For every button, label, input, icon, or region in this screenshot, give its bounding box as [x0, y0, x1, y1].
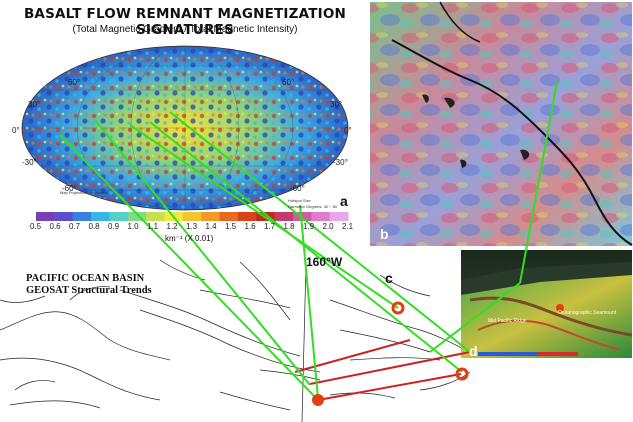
harmonic-degrees-note: Harmonic Degrees: 30 ~ 80 — [288, 204, 338, 209]
colorbar-tick-labels: 0.5 0.6 0.7 0.8 0.9 1.0 1.1 1.2 1.3 1.4 1.5 1.6 1.7 1… — [30, 222, 354, 232]
colorbar-swatch — [311, 212, 331, 221]
basin-title-line2: GEOSAT Structural Trends — [26, 285, 152, 296]
colorbar-tick-label: 2.1 — [342, 222, 354, 231]
colorbar-swatch — [237, 212, 257, 221]
colorbar-swatch — [72, 212, 92, 221]
colorbar-tick-label: 1.4 — [205, 222, 217, 231]
hotspot-label: Hotspot Size — [288, 198, 311, 203]
colorbar-unit: km⁻¹ (X 0.01) — [165, 234, 214, 243]
colorbar-tick-label: 1.5 — [225, 222, 237, 231]
colorbar-tick-label: 1.1 — [147, 222, 159, 231]
colorbar-tick-label: 0.6 — [49, 222, 61, 231]
figure-title: BASALT FLOW REMNANT MAGNETIZATION SIGNAT… — [23, 6, 347, 38]
panel-d-letter: d — [469, 343, 478, 359]
colorbar-swatch — [329, 212, 349, 221]
lat-label-0-right: 0° — [344, 126, 352, 135]
panel-b-letter: b — [380, 226, 389, 242]
panel-a-letter: a — [340, 193, 348, 209]
colorbar-tick-label: 1.3 — [186, 222, 198, 231]
panel-d-seamount-label: Oceanographic Seamount — [558, 310, 617, 316]
panel-d-ridge-label: Mid Pacific Ridge — [488, 318, 527, 324]
lat-label-0: 0° — [12, 126, 20, 135]
panel-c-drawing — [0, 259, 471, 422]
lat-label-30: 30° — [28, 100, 41, 109]
colorbar-swatch — [54, 212, 74, 221]
basin-title: PACIFIC OCEAN BASIN GEOSAT Structural Tr… — [26, 273, 152, 297]
colorbar-swatch — [292, 212, 312, 221]
colorbar-tick-label: 0.5 — [30, 222, 42, 231]
lat-label-minus30: -30° — [22, 158, 37, 167]
colorbar-swatch — [146, 212, 165, 221]
meridian-label: 160°W — [306, 255, 343, 269]
colorbar-swatch — [127, 212, 147, 221]
figure-subtitle: (Total Magnetic Gradient / Total Magneti… — [72, 24, 298, 35]
colorbar-swatch — [219, 212, 239, 221]
colorbar-swatch — [91, 212, 110, 221]
colorbar-tick-label: 0.9 — [108, 222, 120, 231]
ridge-lines — [294, 339, 471, 401]
colorbar-tick-label: 0.8 — [88, 222, 100, 231]
colorbar-tick-label: 1.7 — [264, 222, 276, 231]
panel-b-image — [370, 1, 633, 246]
colorbar-tick-label: 2.0 — [322, 222, 334, 231]
panel-c-letter: c — [385, 270, 393, 286]
lat-label-minus30-right: -30° — [333, 158, 348, 167]
lat-label-60-right: 60° — [282, 78, 295, 87]
lat-label-minus60-right: -60° — [290, 184, 305, 193]
colorbar-swatch — [36, 212, 55, 221]
colorbar-swatch — [201, 212, 221, 221]
panel-d-image — [461, 250, 633, 358]
target-markers — [312, 301, 564, 406]
mollweide-map — [21, 45, 349, 211]
colorbar-tick-label: 1.0 — [127, 222, 139, 231]
colorbar-tick-label: 1.6 — [244, 222, 256, 231]
colorbar-swatch — [274, 212, 294, 221]
colorbar-tick-label: 1.2 — [166, 222, 178, 231]
colorbar-tick-label: 1.8 — [283, 222, 295, 231]
lat-label-minus60: -60° — [62, 184, 77, 193]
colorbar-swatch — [182, 212, 202, 221]
basin-title-line1: PACIFIC OCEAN BASIN — [26, 273, 145, 284]
colorbar-swatch — [109, 212, 129, 221]
connector-lines — [59, 81, 558, 401]
lat-label-30-right: 30° — [330, 100, 343, 109]
map-projection-note: Map Projection : Mollweide — [60, 190, 108, 195]
lat-label-60: 60° — [68, 78, 81, 87]
colorbar-tick-label: 0.7 — [69, 222, 81, 231]
colorbar-tick-label: 1.9 — [303, 222, 315, 231]
